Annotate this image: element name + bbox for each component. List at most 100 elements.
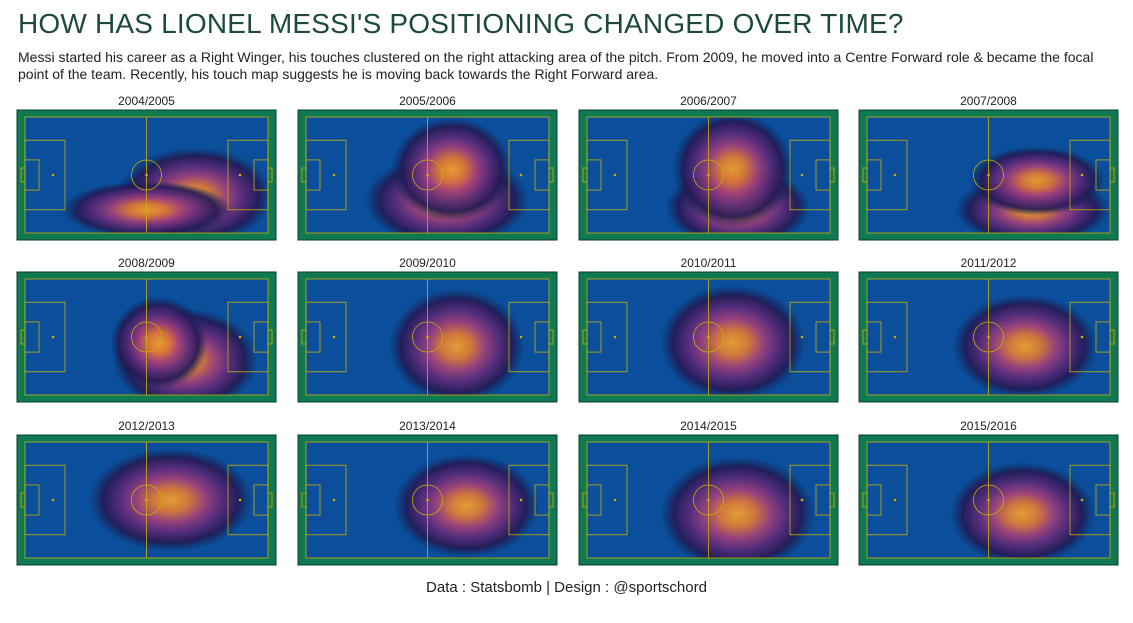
spot-right	[519, 498, 523, 502]
heat-blob	[949, 461, 1096, 558]
heatmap	[364, 117, 530, 233]
spot-right	[1080, 173, 1084, 177]
centre-spot	[987, 498, 990, 502]
goal-right	[829, 329, 835, 345]
goal-right	[1109, 329, 1115, 345]
centre-circle	[973, 484, 1004, 516]
goal-left	[301, 167, 307, 183]
goal-right	[829, 167, 835, 183]
centre-circle	[412, 159, 443, 191]
goal-left	[582, 329, 588, 345]
pitch-panel: 2008/2009	[16, 256, 277, 403]
centre-spot	[707, 335, 710, 339]
panel-label: 2006/2007	[680, 94, 737, 108]
centre-spot	[426, 335, 429, 339]
centre-spot	[426, 173, 429, 177]
heatmap	[393, 453, 540, 558]
pitch-panel: 2007/2008	[858, 94, 1119, 241]
goal-left	[301, 492, 307, 508]
centre-spot	[145, 335, 148, 339]
panel-label: 2009/2010	[399, 256, 456, 270]
goal-left	[862, 492, 868, 508]
centre-circle	[412, 321, 443, 353]
heatmap	[952, 294, 1098, 395]
heat-blob	[659, 455, 816, 558]
spot-left	[893, 173, 897, 177]
goal-left	[20, 492, 26, 508]
centre-circle	[693, 321, 724, 353]
centre-circle	[131, 321, 162, 353]
panel-label: 2004/2005	[118, 94, 175, 108]
heatmap	[659, 455, 816, 558]
goal-right	[829, 492, 835, 508]
heatmap	[110, 296, 259, 395]
spot-left	[51, 173, 55, 177]
spot-right	[1080, 498, 1084, 502]
centre-spot	[987, 335, 990, 339]
heat-blob	[672, 117, 794, 228]
centre-circle	[131, 159, 162, 191]
heat-blob	[952, 294, 1098, 395]
heatmap	[88, 447, 254, 553]
pitch-panel: 2014/2015	[578, 419, 839, 566]
heat-blob	[388, 288, 525, 395]
pitch-panel: 2006/2007	[578, 94, 839, 241]
spot-left	[332, 173, 336, 177]
heatmap	[949, 461, 1096, 558]
centre-spot	[145, 173, 148, 177]
spot-right	[1080, 335, 1084, 339]
goal-right	[1109, 492, 1115, 508]
centre-circle	[973, 321, 1004, 353]
centre-circle	[693, 159, 724, 191]
goal-left	[301, 329, 307, 345]
pitch-panel: 2005/2006	[297, 94, 558, 241]
heat-blob	[659, 284, 806, 395]
panel-label: 2013/2014	[399, 419, 456, 433]
centre-circle	[412, 484, 443, 516]
goal-right	[548, 492, 554, 508]
title: HOW HAS LIONEL MESSI'S POSITIONING CHANG…	[18, 8, 904, 39]
heatmap	[388, 288, 525, 395]
centre-circle	[131, 484, 162, 516]
heat-blob	[393, 453, 540, 558]
pitch-panel: 2004/2005	[16, 94, 277, 241]
goal-right	[267, 167, 273, 183]
pitch-panel: 2010/2011	[578, 256, 839, 403]
centre-spot	[426, 498, 429, 502]
footer: Data : Statsbomb | Design : @sportschord	[426, 579, 707, 596]
goal-right	[548, 167, 554, 183]
heat-blob	[110, 296, 208, 390]
spot-left	[613, 498, 617, 502]
panel-label: 2008/2009	[118, 256, 175, 270]
panel-label: 2012/2013	[118, 419, 175, 433]
goal-right	[548, 329, 554, 345]
goal-right	[267, 329, 273, 345]
goal-left	[862, 329, 868, 345]
goal-left	[20, 329, 26, 345]
pitch-panel: 2013/2014	[297, 419, 558, 566]
pitch-panel: 2009/2010	[297, 256, 558, 403]
subtitle: Messi started his career as a Right Wing…	[18, 49, 1094, 82]
heat-blob	[391, 117, 513, 222]
panel-grid: 2004/2005 2005/2006 2006/2007 2007/2008 2008…	[16, 94, 1119, 566]
spot-left	[332, 498, 336, 502]
goal-left	[582, 492, 588, 508]
panel-label: 2010/2011	[681, 256, 737, 270]
centre-spot	[707, 498, 710, 502]
goal-left	[862, 167, 868, 183]
pitch-panel: 2011/2012	[858, 256, 1119, 403]
goal-left	[20, 167, 26, 183]
panel-label: 2007/2008	[960, 94, 1017, 108]
panel-label: 2011/2012	[961, 256, 1017, 270]
panel-label: 2005/2006	[399, 94, 456, 108]
spot-left	[51, 498, 55, 502]
centre-spot	[987, 173, 990, 177]
centre-circle	[693, 484, 724, 516]
spot-right	[238, 173, 242, 177]
heatmap	[659, 284, 806, 395]
spot-right	[800, 335, 804, 339]
centre-circle	[973, 159, 1004, 191]
spot-left	[893, 335, 897, 339]
spot-right	[519, 173, 523, 177]
